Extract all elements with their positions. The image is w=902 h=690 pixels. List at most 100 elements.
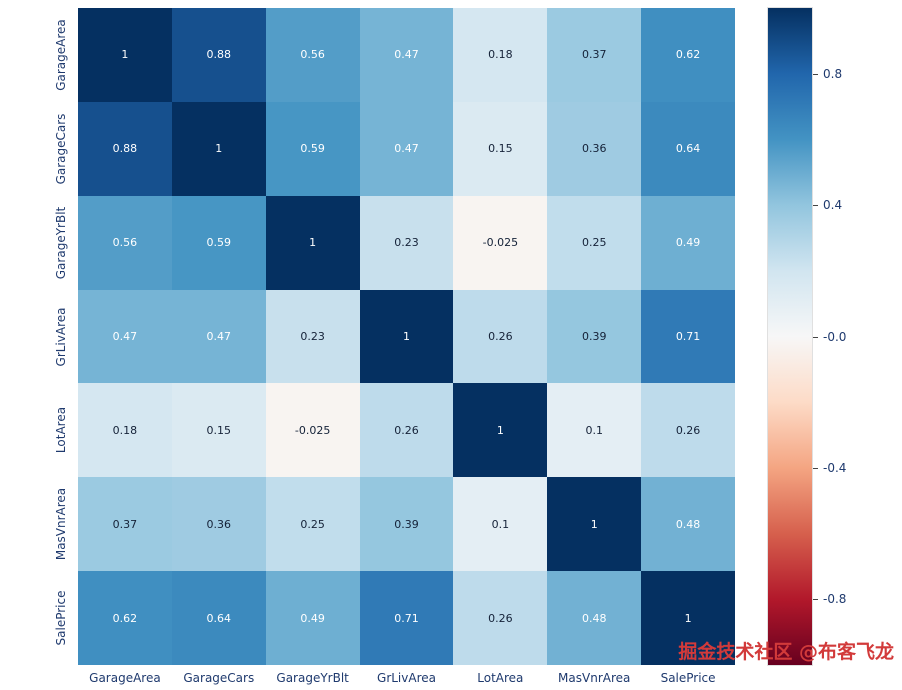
cell-value: 0.39 (394, 517, 419, 531)
heatmap-cell: 0.18 (453, 8, 548, 102)
colorbar-tick-label: -0.8 (823, 592, 847, 607)
cell-value: 0.36 (581, 142, 607, 156)
heatmap-cell: 0.47 (171, 289, 266, 384)
heatmap-cell: 0.39 (359, 477, 454, 572)
x-tick-label: GarageYrBlt (276, 671, 349, 685)
cell-value: 0.56 (112, 236, 138, 250)
heatmap-cell: 0.62 (78, 571, 172, 665)
cell-value: 0.48 (581, 611, 607, 625)
heatmap-cell: 0.23 (359, 195, 454, 290)
y-tick-label: GarageCars (54, 113, 68, 185)
colorbar: 0.8 0.4 -0.0 -0.4 -0.8 (767, 7, 846, 666)
cell-value: 0.39 (581, 329, 607, 343)
heatmap-cell: 0.59 (265, 101, 360, 196)
x-tick-label: LotArea (477, 671, 524, 685)
cell-value: 0.62 (112, 611, 138, 625)
cell-value: 0.25 (300, 517, 325, 531)
heatmap-cell: 0.26 (453, 289, 548, 384)
heatmap-cell: 0.18 (78, 383, 172, 478)
heatmap-cell: 0.88 (171, 8, 266, 102)
heatmap-cell: 0.49 (641, 195, 735, 290)
cell-value: 1 (684, 611, 692, 625)
heatmap-cell: 0.15 (453, 101, 548, 196)
heatmap-cell: 0.36 (547, 101, 642, 196)
colorbar-tick-label: 0.4 (823, 198, 843, 213)
cell-value: 0.71 (394, 611, 419, 625)
heatmap-cell: -0.025 (265, 383, 360, 478)
heatmap-grid: 1 0.88 0.56 0.47 0.18 0.37 0.62 0.88 1 0.59 0.47 0.… (78, 8, 735, 665)
heatmap-cell: 0.71 (359, 571, 454, 665)
heatmap-cell: 0.1 (547, 383, 642, 478)
cell-value: 0.18 (488, 48, 513, 62)
cell-value: 0.26 (488, 611, 513, 625)
cell-value: 1 (496, 423, 504, 437)
y-tick-label: SalePrice (54, 590, 68, 646)
cell-value: 0.88 (206, 48, 232, 62)
heatmap-cell: 0.48 (641, 477, 735, 572)
x-tick-label: GarageCars (183, 671, 255, 685)
cell-value: 0.64 (675, 142, 701, 156)
cell-value: 0.47 (206, 329, 232, 343)
colorbar-tick-mark (813, 336, 818, 338)
cell-value: 0.71 (675, 329, 701, 343)
colorbar-gradient (767, 7, 813, 666)
cell-value: 0.37 (581, 48, 607, 62)
cell-value: -0.025 (294, 423, 331, 437)
cell-value: 0.23 (394, 236, 419, 250)
cell-value: 0.26 (675, 423, 701, 437)
cell-value: 0.25 (581, 236, 607, 250)
cell-value: 0.88 (112, 142, 138, 156)
cell-value: 0.26 (394, 423, 419, 437)
heatmap-cell: 1 (641, 571, 735, 665)
heatmap-cell: 1 (359, 289, 454, 384)
heatmap-cell: 0.25 (547, 195, 642, 290)
cell-value: 0.1 (585, 423, 603, 437)
cell-value: 0.49 (300, 611, 325, 625)
heatmap-cell: 0.62 (641, 8, 735, 102)
heatmap-cell: 0.64 (641, 101, 735, 196)
heatmap-cell: 0.37 (547, 8, 642, 102)
cell-value: 0.59 (206, 236, 232, 250)
heatmap-cell: 0.49 (265, 571, 360, 665)
cell-value: 0.15 (488, 142, 513, 156)
heatmap-cell: 0.47 (359, 8, 454, 102)
heatmap-cell: 1 (547, 477, 642, 572)
colorbar-tick-mark (813, 467, 818, 469)
cell-value: 0.15 (206, 423, 232, 437)
y-tick-label: MasVnrArea (54, 488, 68, 561)
cell-value: 0.1 (491, 517, 510, 531)
cell-value: 0.18 (112, 423, 138, 437)
heatmap-cell: 0.26 (359, 383, 454, 478)
heatmap-cell: 1 (171, 101, 266, 196)
y-tick-label: GarageArea (54, 19, 68, 91)
cell-value: 0.36 (206, 517, 232, 531)
heatmap-cell: 0.25 (265, 477, 360, 572)
cell-value: 1 (215, 142, 223, 156)
x-tick-label: GrLivArea (377, 671, 436, 685)
x-tick-label: SalePrice (660, 671, 716, 685)
heatmap-cell: 0.36 (171, 477, 266, 572)
heatmap-cell: 0.56 (265, 8, 360, 102)
cell-value: 1 (402, 329, 410, 343)
y-tick-label: LotArea (54, 407, 68, 454)
watermark: 掘金技术社区 @布客飞龙 (678, 641, 894, 663)
cell-value: 0.47 (394, 48, 419, 62)
heatmap-cell: 0.56 (78, 195, 172, 290)
x-tick-label: GarageArea (89, 671, 161, 685)
x-tick-label: MasVnrArea (558, 671, 631, 685)
heatmap-cell: -0.025 (453, 195, 548, 290)
heatmap-cell: 0.1 (453, 477, 548, 572)
heatmap-cell: 0.37 (78, 477, 172, 572)
heatmap-cell: 0.15 (171, 383, 266, 478)
colorbar-tick-label: -0.0 (823, 329, 847, 344)
heatmap-cell: 1 (78, 8, 172, 102)
heatmap-cell: 1 (265, 195, 360, 290)
heatmap-cell: 0.47 (78, 289, 172, 384)
cell-value: 0.26 (488, 329, 513, 343)
heatmap-cell: 0.26 (641, 383, 735, 478)
heatmap-cell: 0.39 (547, 289, 642, 384)
heatmap-cell: 0.48 (547, 571, 642, 665)
y-tick-label: GarageYrBlt (54, 206, 68, 279)
heatmap-cell: 0.88 (78, 101, 172, 196)
cell-value: 1 (590, 517, 598, 531)
